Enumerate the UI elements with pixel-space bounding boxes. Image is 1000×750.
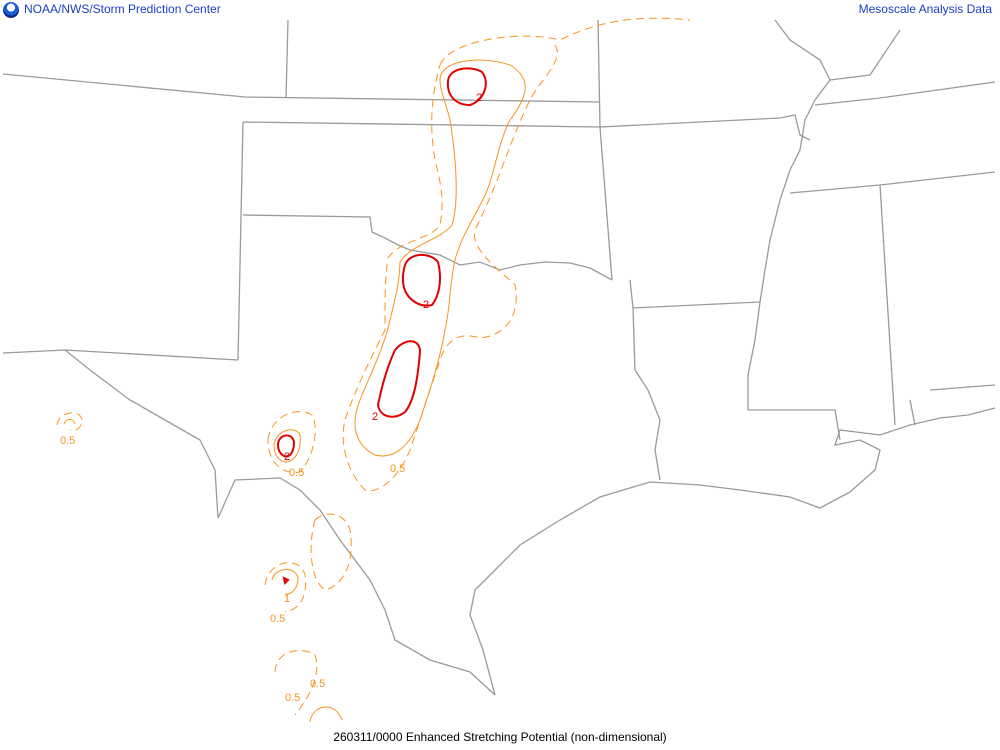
contour-0-5-main [342,17,691,492]
contour-0-5-far-south [274,650,318,716]
contour-1-main [354,59,526,457]
border-ne-ks [2,73,601,103]
contour-2-central [401,253,441,307]
border-ks-ok [242,121,601,128]
label-2-central: 2 [423,299,429,311]
border-ms-al [879,184,896,426]
noaa-logo-icon [3,2,19,18]
border-ky-tn [814,81,996,106]
header-right-title: Mesoscale Analysis Data [858,2,992,16]
contour-1-far-south [309,706,343,723]
border-tx-la [629,279,661,481]
contour-2-south [376,340,422,418]
label-1-south: 1 [284,593,290,605]
contour-2-south-dot [282,576,290,586]
label-05-south: 0.5 [270,613,285,625]
label-05-main: 0.5 [390,463,405,475]
border-ok-east [599,126,613,281]
contour-2-north [446,67,487,107]
contour-1-west [63,419,76,425]
border-co-ks [285,19,289,99]
contour-0-5-south [264,562,307,613]
border-ok-panhandle [242,214,613,281]
border-rio-grande [64,349,496,696]
contour-0-5-west [56,412,83,431]
border-ar-la [632,301,761,309]
contour-1-south [271,569,299,595]
border-tn-ms [789,171,996,194]
contours [56,17,691,723]
label-05-sw: 0.5 [289,467,304,479]
label-05-west: 0.5 [60,435,75,447]
state-borders [2,19,996,696]
label-05-far-south-b: 0.5 [285,692,300,704]
contour-1-sw [273,429,301,463]
footer-caption: 260311/0000 Enhanced Stretching Potentia… [333,730,667,744]
label-05-far-south-a: 0.5 [310,678,325,690]
border-mo-ky [829,29,901,81]
label-2-sw: 2 [284,451,290,463]
border-mo-ks [597,19,601,128]
border-ar-mo [599,114,811,141]
border-al-fl [909,384,996,426]
contour-0-5-sw [267,411,316,474]
gulf-coast [469,407,996,696]
label-2-north: 2 [476,92,482,104]
header-left-title: NOAA/NWS/Storm Prediction Center [24,2,221,16]
contour-labels: 2 2 2 2 0.5 0.5 0.5 1 0.5 0.5 0.5 [60,92,482,704]
label-2-south: 2 [372,411,378,423]
border-nm-panhandle [237,121,244,361]
contour-0-5-coastal [310,513,352,591]
contour-2-sw [277,434,296,458]
mississippi-river [747,19,841,441]
border-tx-nm [2,349,239,361]
